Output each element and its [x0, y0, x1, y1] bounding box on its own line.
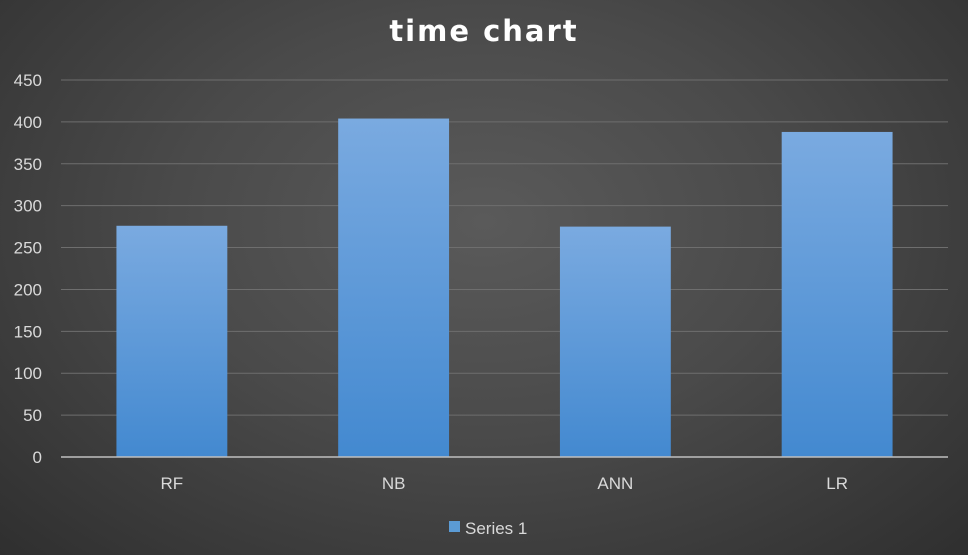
y-tick-label: 0	[33, 448, 42, 467]
chart-title: time chart	[389, 14, 578, 48]
x-category-label: NB	[382, 474, 406, 493]
y-tick-label: 50	[23, 406, 42, 425]
y-tick-label: 250	[14, 239, 42, 258]
y-tick-label: 200	[14, 280, 42, 299]
bar-ann	[559, 226, 671, 457]
y-tick-label: 300	[14, 197, 42, 216]
bar-rf	[116, 225, 228, 457]
bar-lr	[781, 131, 893, 458]
x-category-label: RF	[161, 474, 184, 493]
x-axis-categories: RF NB ANN LR	[161, 474, 848, 493]
y-tick-label: 350	[14, 155, 42, 174]
x-category-label: ANN	[597, 474, 633, 493]
y-tick-label: 150	[14, 322, 42, 341]
legend-swatch	[449, 521, 460, 532]
y-tick-label: 400	[14, 113, 42, 132]
y-axis-ticks: 0 50 100 150 200 250 300 350 400 450	[14, 71, 42, 467]
y-tick-label: 100	[14, 364, 42, 383]
bars	[116, 118, 893, 458]
legend: Series 1	[449, 519, 527, 538]
y-tick-label: 450	[14, 71, 42, 90]
legend-label: Series 1	[465, 519, 527, 538]
bar-nb	[338, 118, 450, 457]
x-category-label: LR	[826, 474, 848, 493]
